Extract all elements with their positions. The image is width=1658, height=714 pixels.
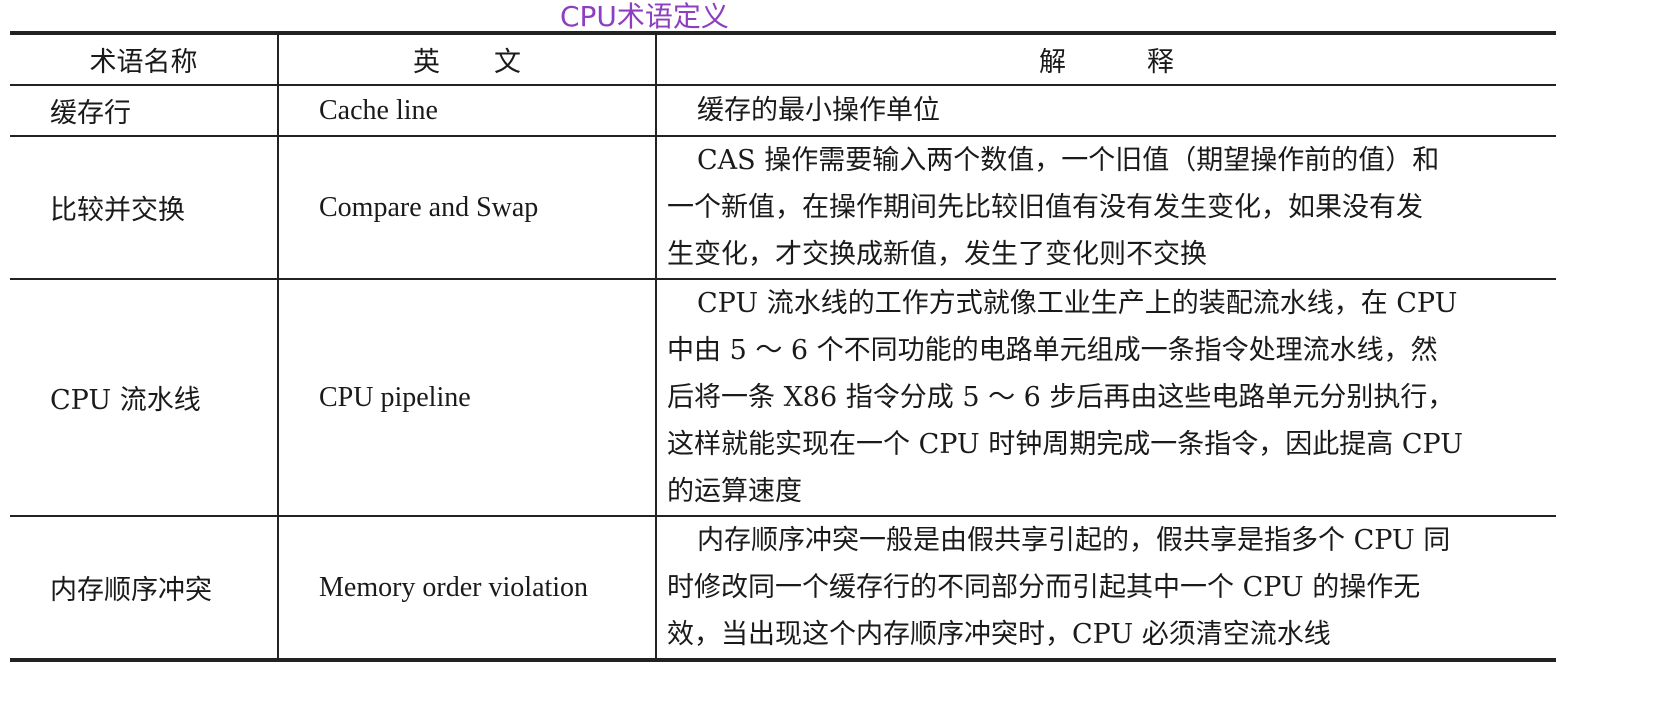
explanation-line: 生变化，才交换成新值，发生了变化则不交换 [667, 239, 1207, 270]
explanation-line: 效，当出现这个内存顺序冲突时，CPU 必须清空流水线 [667, 619, 1331, 650]
explanation-cell: 缓存的最小操作单位 [655, 84, 1556, 137]
english-cell: Cache line [277, 84, 657, 137]
explanation-line: 后将一条 X86 指令分成 5 ～ 6 步后再由这些电路单元分别执行， [667, 382, 1455, 413]
header-explanation: 解 释 [655, 32, 1556, 86]
explanation-line: 缓存的最小操作单位 [697, 95, 940, 126]
english-cell: Memory order violation [277, 515, 657, 661]
table-row: 内存顺序冲突 Memory order violation 内存顺序冲突一般是由假共… [10, 515, 1556, 661]
explanation-line: CPU 流水线的工作方式就像工业生产上的装配流水线，在 CPU [697, 288, 1458, 319]
cpu-terms-table: 术语名称 英 文 解 释 缓存行 Cache line 缓存的最小操作单位比较并交换… [10, 31, 1556, 662]
english-cell: CPU pipeline [277, 278, 657, 517]
explanation-line: 中由 5 ～ 6 个不同功能的电路单元组成一条指令处理流水线，然 [667, 335, 1438, 366]
explanation-line: CAS 操作需要输入两个数值，一个旧值（期望操作前的值）和 [697, 145, 1440, 176]
explanation-line: 内存顺序冲突一般是由假共享引起的，假共享是指多个 CPU 同 [697, 525, 1451, 556]
explanation-cell: 内存顺序冲突一般是由假共享引起的，假共享是指多个 CPU 同时修改同一个缓存行的… [655, 515, 1556, 661]
explanation-cell: CAS 操作需要输入两个数值，一个旧值（期望操作前的值）和一个新值，在操作期间先… [655, 135, 1556, 280]
header-english: 英 文 [277, 32, 657, 86]
explanation-line: 这样就能实现在一个 CPU 时钟周期完成一条指令，因此提高 CPU [667, 429, 1463, 460]
term-cell: CPU 流水线 [10, 278, 279, 517]
table-row: CPU 流水线 CPU pipeline CPU 流水线的工作方式就像工业生产上的装… [10, 278, 1556, 517]
page-title: CPU术语定义 [560, 0, 729, 33]
explanation-line: 的运算速度 [667, 476, 802, 507]
explanation-line: 一个新值，在操作期间先比较旧值有没有发生变化，如果没有发 [667, 192, 1423, 223]
table-header-row: 术语名称 英 文 解 释 [10, 32, 1556, 86]
term-cell: 比较并交换 [10, 135, 279, 280]
table-row: 比较并交换 Compare and Swap CAS 操作需要输入两个数值，一个旧值… [10, 135, 1556, 280]
explanation-cell: CPU 流水线的工作方式就像工业生产上的装配流水线，在 CPU 中由 5 ～ 6 … [655, 278, 1556, 517]
table-row: 缓存行 Cache line 缓存的最小操作单位 [10, 84, 1556, 137]
explanation-line: 时修改同一个缓存行的不同部分而引起其中一个 CPU 的操作无 [667, 572, 1421, 603]
english-cell: Compare and Swap [277, 135, 657, 280]
term-cell: 内存顺序冲突 [10, 515, 279, 661]
term-cell: 缓存行 [10, 84, 279, 137]
header-term: 术语名称 [10, 32, 279, 86]
